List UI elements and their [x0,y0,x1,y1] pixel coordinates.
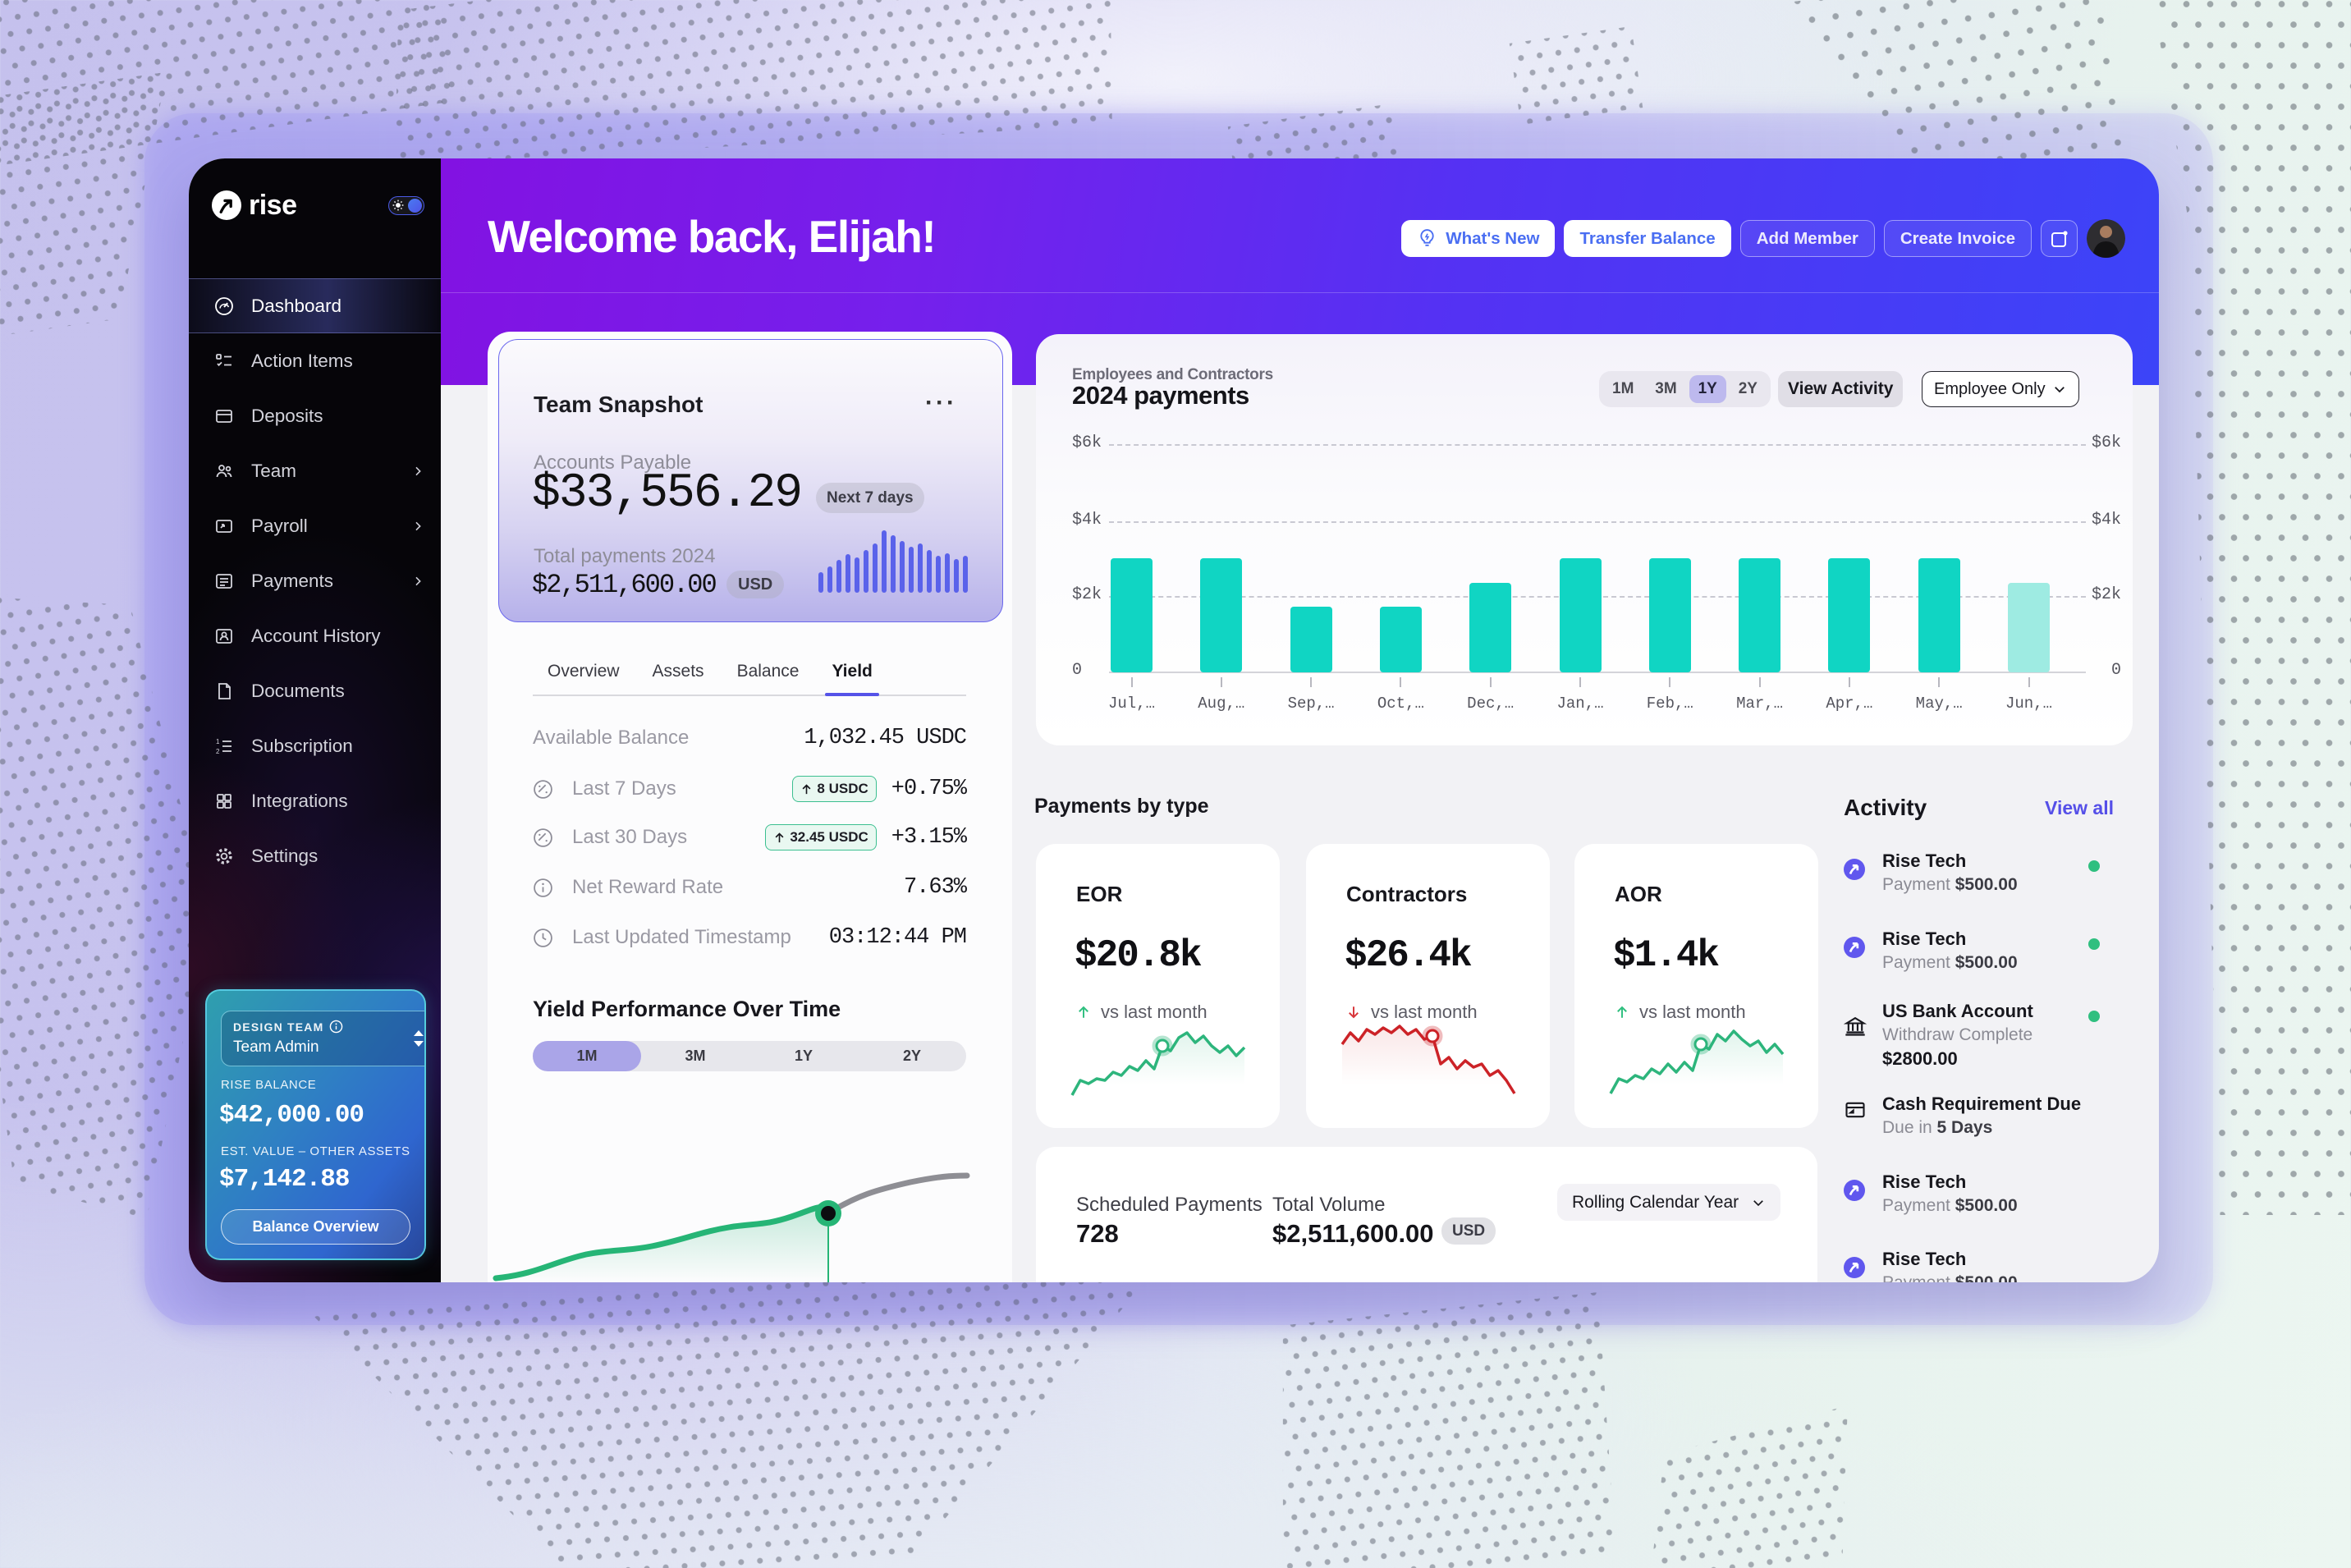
svg-text:2: 2 [216,748,220,755]
svg-text:1: 1 [216,738,220,745]
